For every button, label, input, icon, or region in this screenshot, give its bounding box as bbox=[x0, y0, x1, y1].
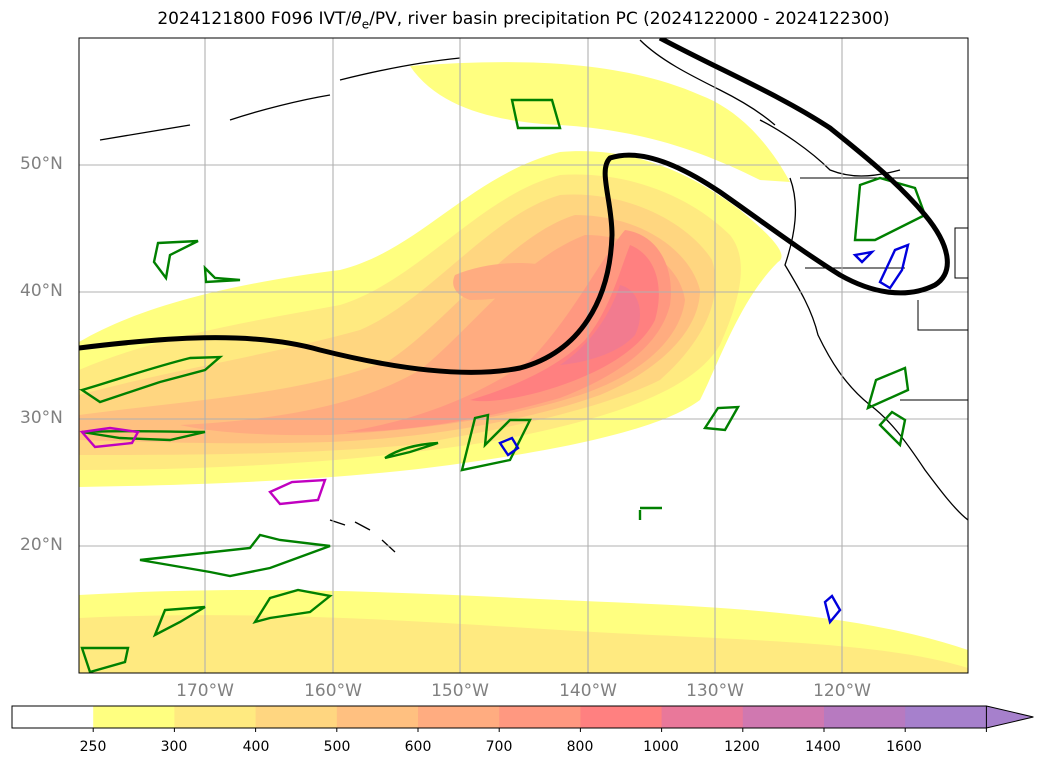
colorbar-tick-label: 800 bbox=[566, 739, 594, 755]
pv-contours bbox=[79, 98, 927, 673]
colorbar-tick-label: 250 bbox=[79, 739, 107, 755]
colorbar bbox=[11, 705, 1034, 732]
colorbar-segment bbox=[418, 706, 500, 728]
lon-label-170w: 170°W bbox=[176, 681, 234, 701]
coastlines bbox=[99, 39, 968, 553]
colorbar-segment bbox=[12, 706, 94, 728]
colorbar-tick-label: 1000 bbox=[643, 739, 679, 755]
colorbar-segment bbox=[905, 706, 987, 728]
colorbar-segment bbox=[336, 706, 419, 728]
colorbar-tick-label: 1200 bbox=[724, 739, 760, 755]
colorbar-extend-arrow bbox=[985, 705, 1034, 729]
lat-label-30n: 30°N bbox=[20, 408, 63, 428]
lon-label-130w: 130°W bbox=[686, 681, 744, 701]
colorbar-segment bbox=[93, 706, 175, 728]
ivt-shading bbox=[79, 62, 968, 673]
lon-label-120w: 120°W bbox=[813, 681, 871, 701]
colorbar-tick-label: 600 bbox=[404, 739, 432, 755]
colorbar-segment bbox=[661, 706, 744, 728]
lon-label-160w: 160°W bbox=[304, 681, 362, 701]
colorbar-segment bbox=[255, 706, 338, 728]
map-border bbox=[78, 37, 969, 674]
colorbar-tick-label: 700 bbox=[485, 739, 513, 755]
lon-label-150w: 150°W bbox=[431, 681, 489, 701]
colorbar-tick-label: 1400 bbox=[805, 739, 841, 755]
lat-label-20n: 20°N bbox=[20, 535, 63, 555]
colorbar-tick-label: 300 bbox=[160, 739, 188, 755]
theta-e-contours bbox=[79, 38, 950, 375]
colorbar-segment bbox=[580, 706, 663, 728]
map-title: 2024121800 F096 IVT/θe/PV, river basin p… bbox=[157, 9, 890, 32]
colorbar-tick-label: 400 bbox=[242, 739, 270, 755]
colorbar-segment bbox=[824, 706, 906, 728]
lat-label-40n: 40°N bbox=[20, 281, 63, 301]
colorbar-tick-label: 500 bbox=[323, 739, 351, 755]
lon-label-140w: 140°W bbox=[559, 681, 617, 701]
colorbar-tick-label: 1600 bbox=[886, 739, 922, 755]
colorbar-segment bbox=[499, 706, 581, 728]
colorbar-segment bbox=[742, 706, 825, 728]
colorbar-segment bbox=[174, 706, 257, 728]
lat-label-50n: 50°N bbox=[20, 154, 63, 174]
